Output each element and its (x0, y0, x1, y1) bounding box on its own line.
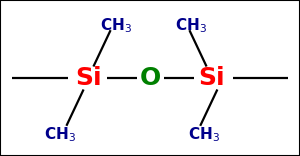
Text: O: O (140, 66, 160, 90)
Text: CH$_3$: CH$_3$ (188, 126, 220, 144)
Text: Si: Si (198, 66, 225, 90)
Text: CH$_3$: CH$_3$ (100, 16, 131, 35)
Text: CH$_3$: CH$_3$ (44, 126, 76, 144)
Text: CH$_3$: CH$_3$ (175, 16, 206, 35)
Text: Si: Si (75, 66, 102, 90)
